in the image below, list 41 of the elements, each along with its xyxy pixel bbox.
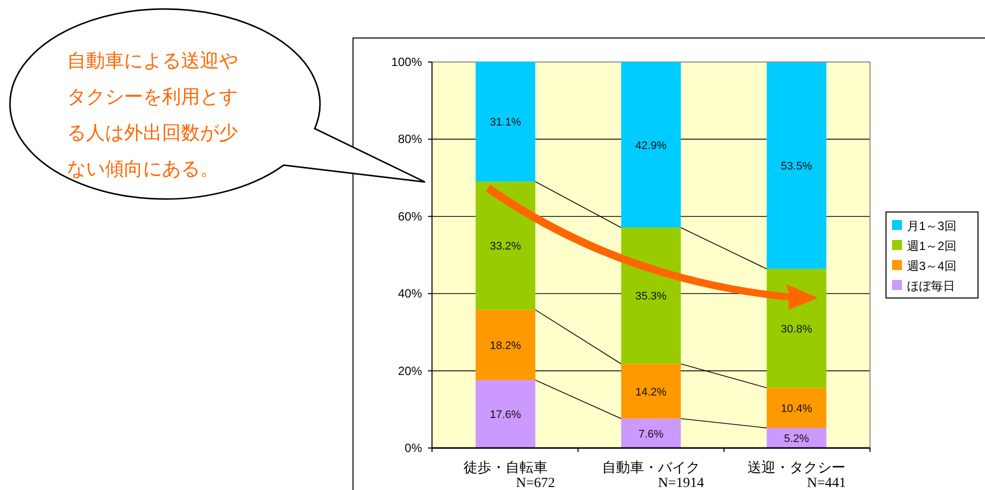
text: N=1914: [658, 476, 704, 490]
bar: [621, 364, 681, 419]
data-label: 14.2%: [635, 386, 667, 398]
bar: [621, 418, 681, 448]
bar: [476, 310, 536, 380]
y-tick-label: 40%: [398, 286, 422, 301]
data-label: 35.3%: [635, 290, 667, 303]
y-tick-label: 80%: [398, 132, 422, 146]
legend-label: 週3～4回: [907, 259, 956, 273]
data-label: 42.9%: [635, 140, 667, 152]
data-label: 30.8%: [780, 323, 812, 336]
bar: [766, 62, 826, 269]
text: 自動車による送迎やタクシーを利用とする人は外出回数が少ない傾向にある。: [67, 50, 238, 180]
x-tick-label: 徒歩・自転車: [463, 459, 548, 475]
bar: [476, 62, 536, 182]
y-tick-label: 20%: [398, 364, 422, 378]
bar: [476, 380, 536, 448]
bar: [476, 182, 536, 310]
data-label: 33.2%: [490, 240, 522, 253]
data-label: 10.4%: [780, 402, 812, 415]
data-label: 18.2%: [490, 340, 522, 352]
bar: [621, 228, 681, 364]
data-label: 17.6%: [490, 409, 522, 422]
text: N=441: [807, 476, 846, 490]
bar: [766, 268, 826, 388]
data-label: 31.1%: [490, 116, 522, 129]
bar: [766, 428, 826, 448]
legend-label: ほぼ毎日: [907, 279, 955, 293]
text: N=672: [516, 476, 555, 490]
x-tick-label: 送迎・タクシー: [748, 459, 846, 475]
legend-label: 週1～2回: [907, 239, 956, 253]
y-tick-label: 100%: [391, 55, 422, 69]
data-label: 5.2%: [784, 432, 810, 445]
y-tick-label: 0%: [404, 441, 422, 455]
data-label: 53.5%: [780, 160, 812, 173]
legend-label: 月1～3回: [907, 219, 956, 233]
bar: [766, 388, 826, 428]
y-tick-label: 60%: [398, 209, 422, 224]
x-tick-label: 自動車・バイク: [602, 459, 700, 475]
data-label: 7.6%: [638, 428, 664, 440]
bar: [621, 62, 681, 228]
